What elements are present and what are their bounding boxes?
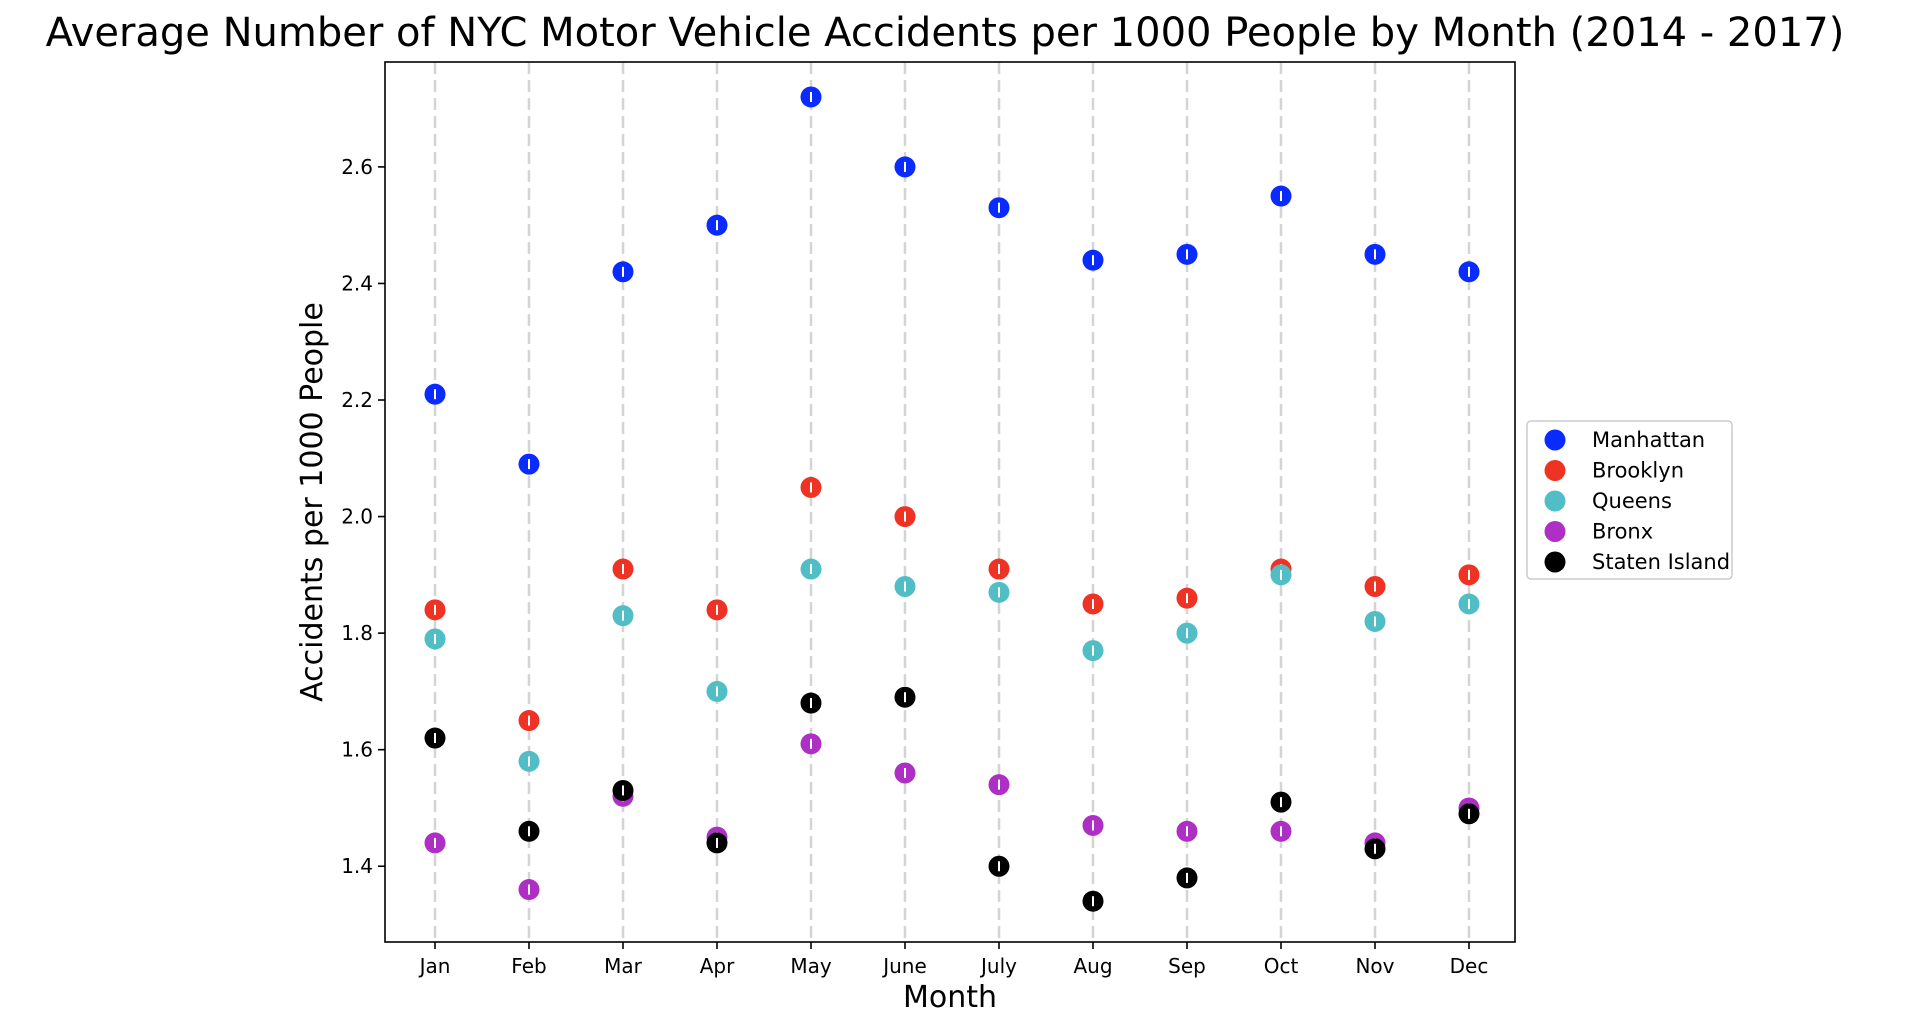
legend-marker-bronx xyxy=(1544,521,1566,542)
y-tick-label: 2.4 xyxy=(341,271,373,295)
y-tick-label: 1.4 xyxy=(341,854,373,878)
y-tick-label: 1.8 xyxy=(341,621,373,645)
legend-label-bronx: Bronx xyxy=(1592,520,1653,544)
legend-marker-brooklyn xyxy=(1544,460,1566,481)
legend-label-brooklyn: Brooklyn xyxy=(1592,459,1684,483)
legend-label-queens: Queens xyxy=(1592,489,1672,513)
x-tick-label: Sep xyxy=(1168,954,1206,978)
y-tick-label: 2.2 xyxy=(341,388,373,412)
legend-label-staten-island: Staten Island xyxy=(1592,550,1730,574)
x-tick-label: July xyxy=(979,954,1017,978)
y-tick-label: 1.6 xyxy=(341,738,373,762)
chart-title: Average Number of NYC Motor Vehicle Acci… xyxy=(46,10,1845,56)
plot-frame xyxy=(384,61,1516,943)
x-axis-label: Month xyxy=(903,980,997,1015)
y-tick-label: 2.6 xyxy=(341,155,373,179)
data-points xyxy=(424,86,1480,912)
legend-marker-staten-island xyxy=(1544,551,1566,573)
axis-ticks: Jan Feb Mar Apr May June July Aug Sep Oct Nov Dec 1.… xyxy=(341,155,1488,978)
x-tick-label: May xyxy=(790,954,832,978)
x-tick-label: Oct xyxy=(1264,954,1299,978)
x-tick-label: Nov xyxy=(1355,954,1394,978)
legend-label-manhattan: Manhattan xyxy=(1592,428,1705,452)
x-tick-label: Dec xyxy=(1450,954,1489,978)
legend-marker-queens xyxy=(1544,490,1566,512)
x-tick-label: Mar xyxy=(604,954,643,978)
legend-frame xyxy=(1526,420,1733,580)
x-tick-label: Apr xyxy=(700,954,735,978)
x-tick-label: Aug xyxy=(1073,954,1112,978)
y-axis-label: Accidents per 1000 People xyxy=(295,302,330,702)
x-tick-label: Feb xyxy=(511,954,546,978)
y-tick-label: 2.0 xyxy=(341,505,373,529)
x-tick-label: June xyxy=(881,954,927,978)
legend: Manhattan Brooklyn Queens Bronx Staten Islan… xyxy=(1526,420,1733,580)
grid-lines xyxy=(433,62,1471,942)
x-tick-label: Jan xyxy=(418,954,451,978)
legend-marker-manhattan xyxy=(1544,429,1566,451)
